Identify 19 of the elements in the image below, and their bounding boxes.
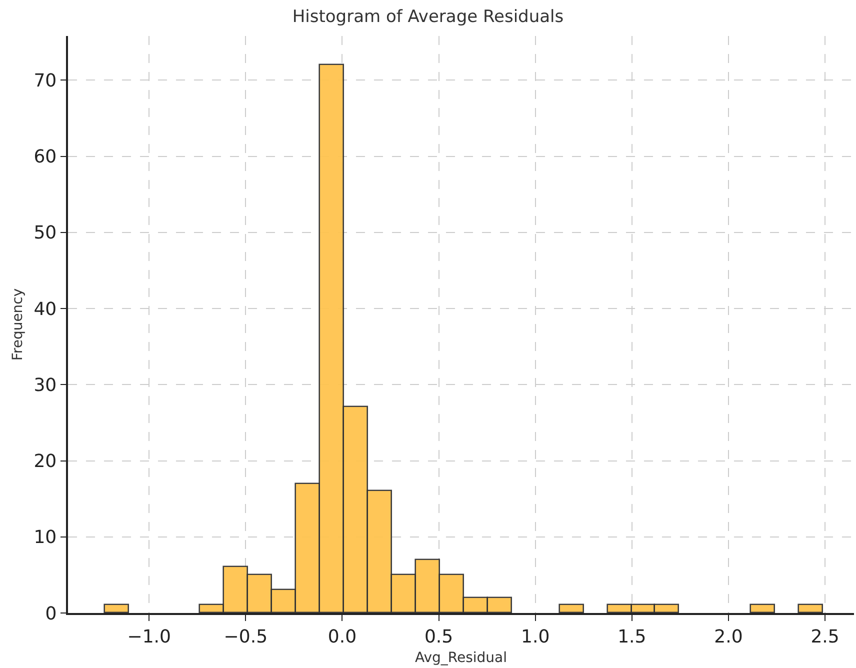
y-tick-label: 40: [34, 298, 57, 320]
x-axis-title: Avg_Residual: [414, 650, 508, 666]
x-tick-label: 0.0: [328, 626, 357, 648]
y-tick-label: 70: [34, 70, 57, 92]
x-tick-label: 2.0: [714, 626, 743, 648]
x-tick-label: −1.0: [127, 626, 171, 648]
x-tick-label: −0.5: [224, 626, 268, 648]
y-axis-title: Frequency: [10, 288, 26, 361]
y-tick-label: 0: [45, 603, 57, 624]
chart-title: Histogram of Average Residuals: [292, 6, 564, 27]
x-tick-label: 1.0: [521, 626, 550, 648]
x-tick-label: 1.5: [618, 626, 646, 648]
y-tick-label: 50: [34, 222, 57, 244]
y-tick-label: 20: [34, 451, 57, 472]
y-tick-label: 60: [34, 146, 57, 168]
y-tick-label: 30: [34, 374, 57, 396]
y-tick-label: 10: [34, 527, 57, 548]
x-tick-label: 0.5: [424, 626, 454, 648]
x-tick-label: 2.5: [810, 626, 840, 648]
